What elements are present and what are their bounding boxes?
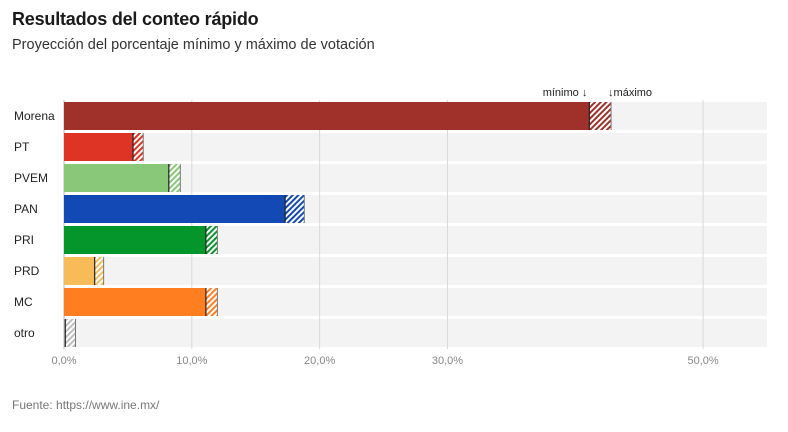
bar-track [64, 133, 767, 161]
bar-track [64, 319, 767, 347]
chart-subtitle: Proyección del porcentaje mínimo y máxim… [12, 37, 375, 53]
bar-min-pri [64, 226, 206, 254]
chart-title: Resultados del conteo rápido [12, 9, 259, 29]
category-label: otro [14, 326, 35, 340]
bar-min-otro [64, 319, 66, 347]
legend-max-label: ↓máximo [608, 87, 652, 99]
bar-range-otro [65, 319, 76, 347]
category-label: Morena [14, 109, 55, 123]
category-label: PAN [14, 202, 38, 216]
bar-range-pvem [168, 164, 181, 192]
bar-min-pvem [64, 164, 169, 192]
bar-min-mc [64, 288, 206, 316]
bar-min-morena [64, 102, 590, 130]
x-tick-label: 10,0% [176, 355, 207, 367]
source-note: Fuente: https://www.ine.mx/ [12, 398, 160, 412]
bar-range-pri [205, 226, 218, 254]
bar-range-prd [94, 257, 104, 285]
legend-min-label: mínimo ↓ [543, 87, 588, 99]
bar-range-pan [285, 195, 305, 223]
bar-track [64, 257, 767, 285]
bar-min-prd [64, 257, 95, 285]
bar-range-pt [133, 133, 144, 161]
category-label: PVEM [14, 171, 48, 185]
category-label: PT [14, 140, 30, 154]
category-label: PRD [14, 264, 40, 278]
category-label: MC [14, 295, 33, 309]
bar-range-mc [205, 288, 218, 316]
x-tick-label: 50,0% [687, 355, 718, 367]
x-tick-label: 0,0% [51, 355, 76, 367]
x-tick-label: 20,0% [304, 355, 335, 367]
bar-min-pan [64, 195, 286, 223]
x-tick-label: 30,0% [432, 355, 463, 367]
category-label: PRI [14, 233, 34, 247]
bar-min-pt [64, 133, 134, 161]
bar-track [64, 164, 767, 192]
bar-range-morena [589, 102, 612, 130]
